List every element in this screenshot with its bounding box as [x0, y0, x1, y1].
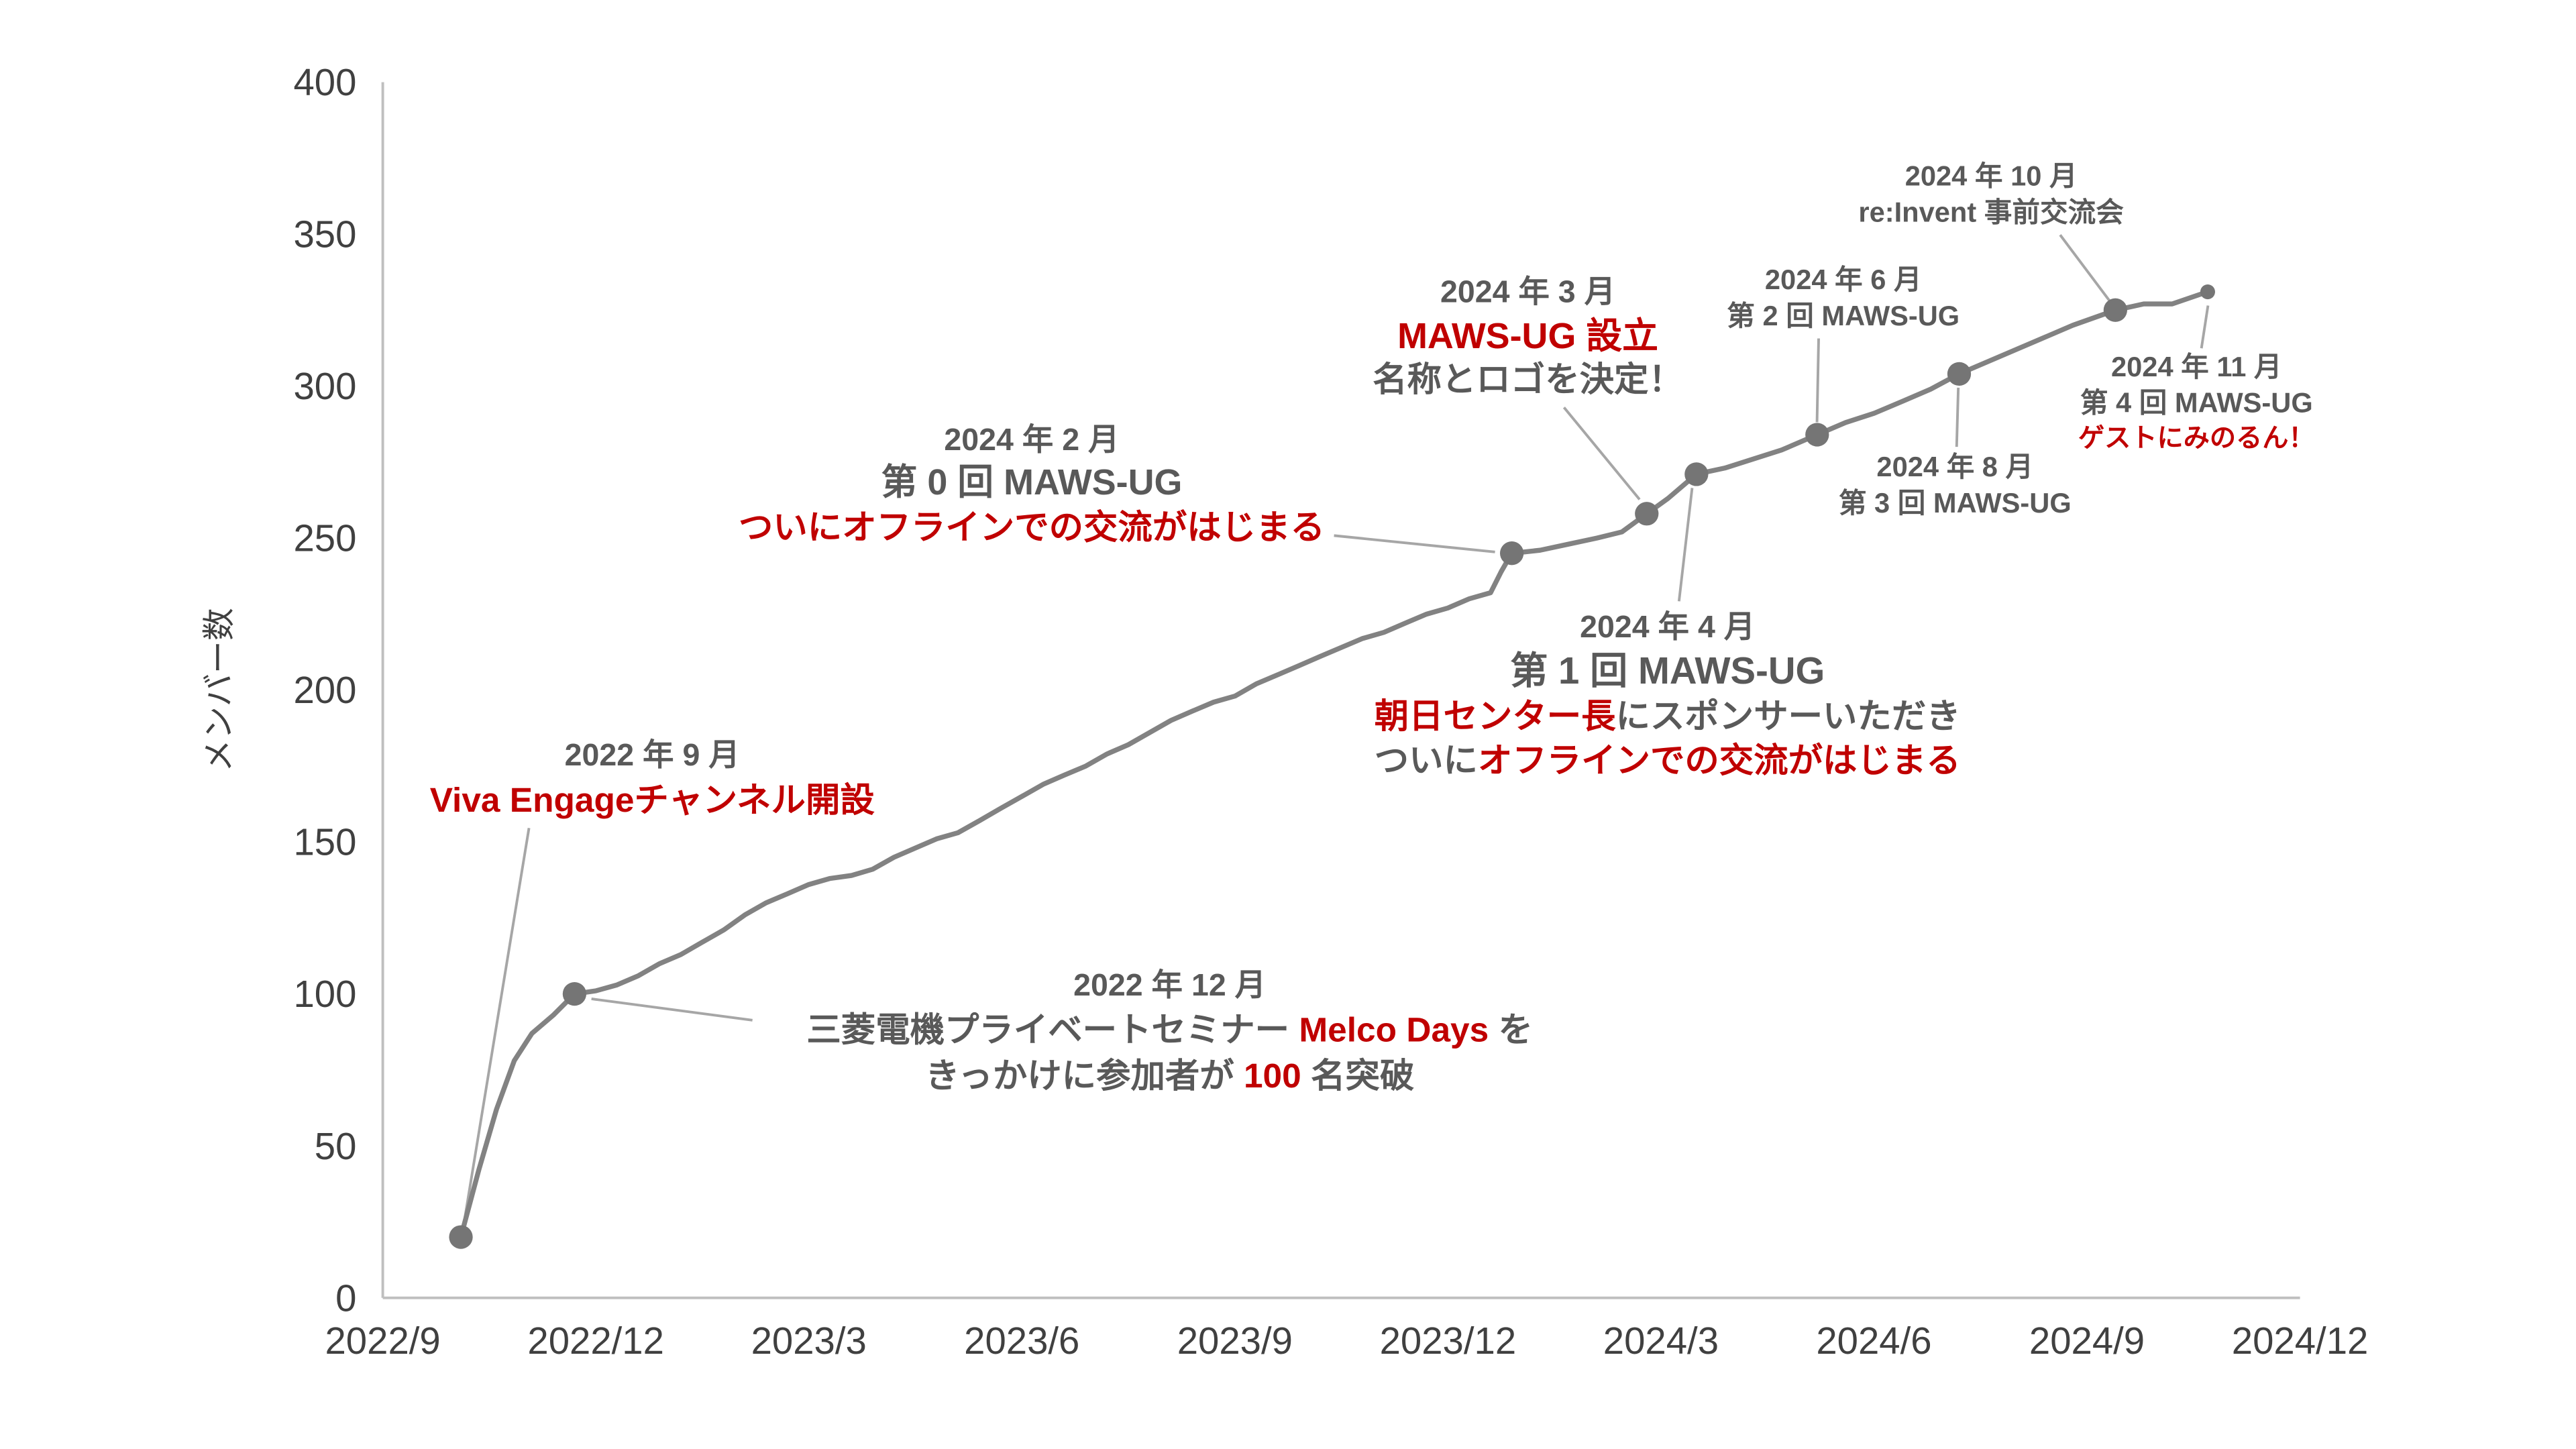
annotation-segment: オフラインでの交流がはじまる: [1478, 741, 1961, 780]
annotation-segment: Viva Engageチャンネル開設: [430, 780, 875, 819]
milestone-marker: [1500, 541, 1524, 566]
member-count-line: [458, 289, 2210, 1240]
annotation-segment: Melco Days: [1299, 1010, 1489, 1049]
annotation-segment: 2024 年 8 月: [1876, 451, 2033, 482]
x-tick-label: 2023/3: [751, 1320, 867, 1362]
milestone-marker: [2200, 284, 2215, 300]
y-tick-label: 100: [293, 973, 356, 1015]
annotation-leader-line: [2059, 234, 2111, 302]
y-tick-label: 350: [293, 213, 356, 256]
annotation-segment: 2024 年 3 月: [1440, 274, 1615, 309]
annotation-text-2024-11-maws-ug-4: 2024 年 11 月: [2111, 351, 2282, 382]
annotation-segment: 第 4 回 MAWS-UG: [2080, 387, 2313, 419]
annotation-leader-line: [1334, 534, 1495, 553]
annotation-leader-line: [591, 998, 753, 1022]
annotation-segment: 第 1 回 MAWS-UG: [1510, 649, 1825, 692]
annotation-segment: 三菱電機プライベートセミナー: [806, 1010, 1299, 1049]
y-tick-label: 300: [293, 365, 356, 407]
annotation-segment: ゲストにみのるん！: [2078, 424, 2315, 453]
x-tick-label: 2024/6: [1816, 1320, 1931, 1362]
x-tick-label: 2023/12: [1380, 1320, 1517, 1362]
annotation-leader-line: [1955, 387, 1960, 447]
y-tick-label: 150: [293, 821, 356, 863]
annotation-segment: 2024 年 10 月: [1905, 160, 2078, 192]
annotation-text-2024-02-maws-ug-0: 2024 年 2 月: [944, 422, 1119, 457]
x-tick-label: 2024/9: [2029, 1320, 2145, 1362]
annotation-leader-line: [1677, 488, 1694, 602]
x-tick-label: 2023/9: [1177, 1320, 1293, 1362]
y-tick-label: 0: [335, 1277, 356, 1319]
x-tick-label: 2023/6: [964, 1320, 1079, 1362]
annotation-segment: 名称とロゴを決定！: [1373, 360, 1683, 398]
annotation-segment: を: [1489, 1010, 1533, 1049]
annotation-text-2024-02-maws-ug-0: ついにオフラインでの交流がはじまる: [739, 507, 1325, 546]
annotation-text-2024-03-founding: MAWS-UG 設立: [1397, 316, 1658, 356]
annotation-text-2024-06-maws-ug-2: 第 2 回 MAWS-UG: [1727, 300, 1960, 331]
annotation-text-2024-08-maws-ug-3: 第 3 回 MAWS-UG: [1839, 487, 2072, 519]
annotation-text-2024-04-maws-ug-1: 朝日センター長にスポンサーいただき: [1375, 696, 1961, 735]
annotation-text-2024-08-maws-ug-3: 2024 年 8 月: [1876, 451, 2033, 482]
milestone-marker: [2103, 298, 2127, 322]
milestone-marker: [1947, 362, 1972, 386]
annotation-segment: ついに: [1375, 741, 1478, 780]
annotation-text-2022-09-viva-engage: Viva Engageチャンネル開設: [430, 780, 875, 819]
annotation-segment: にスポンサーいただき: [1616, 696, 1961, 735]
x-tick-label: 2024/12: [2232, 1320, 2369, 1362]
annotation-text-2024-04-maws-ug-1: 第 1 回 MAWS-UG: [1510, 649, 1825, 692]
annotation-leader-line: [1562, 407, 1641, 500]
y-tick-label: 250: [293, 517, 356, 559]
annotation-segment: 2024 年 4 月: [1580, 609, 1755, 644]
annotation-text-2024-04-maws-ug-1: ついにオフラインでの交流がはじまる: [1375, 741, 1961, 780]
annotation-segment: 朝日センター長: [1375, 696, 1616, 735]
annotation-text-2024-02-maws-ug-0: 第 0 回 MAWS-UG: [881, 462, 1183, 502]
annotation-text-2022-12-melco-days: 2022 年 12 月: [1073, 967, 1266, 1002]
annotation-segment: ついにオフラインでの交流がはじまる: [739, 507, 1325, 546]
annotation-text-2024-11-maws-ug-4: ゲストにみのるん！: [2078, 424, 2315, 453]
annotation-leader-line: [464, 827, 531, 1218]
x-tick-label: 2024/3: [1603, 1320, 1719, 1362]
milestone-marker: [562, 982, 587, 1006]
milestone-marker: [1805, 423, 1829, 447]
annotation-segment: 第 2 回 MAWS-UG: [1727, 300, 1960, 331]
annotation-segment: 2024 年 2 月: [944, 422, 1119, 457]
milestone-marker: [1684, 462, 1709, 486]
annotation-segment: MAWS-UG 設立: [1397, 316, 1658, 356]
annotation-text-2024-03-founding: 名称とロゴを決定！: [1373, 360, 1683, 398]
annotation-segment: 2022 年 9 月: [565, 737, 740, 772]
annotation-text-2024-06-maws-ug-2: 2024 年 6 月: [1765, 264, 1922, 295]
annotation-text-2024-04-maws-ug-1: 2024 年 4 月: [1580, 609, 1755, 644]
x-tick-label: 2022/9: [325, 1320, 440, 1362]
annotation-text-2022-12-melco-days: 三菱電機プライベートセミナー Melco Days を: [806, 1010, 1533, 1049]
y-tick-label: 50: [315, 1125, 357, 1167]
annotation-segment: 名突破: [1301, 1056, 1415, 1095]
annotation-text-2024-03-founding: 2024 年 3 月: [1440, 274, 1615, 309]
annotation-leader-line: [1815, 338, 1820, 423]
y-axis-title: メンバー数: [201, 608, 237, 772]
annotation-segment: 2022 年 12 月: [1073, 967, 1266, 1002]
annotation-text-2022-12-melco-days: きっかけに参加者が 100 名突破: [925, 1056, 1414, 1095]
annotation-segment: 第 0 回 MAWS-UG: [881, 462, 1183, 502]
annotation-leader-line: [2200, 305, 2210, 349]
x-tick-label: 2022/12: [527, 1320, 664, 1362]
y-tick-label: 200: [293, 669, 356, 711]
annotation-segment: きっかけに参加者が: [925, 1056, 1244, 1095]
annotation-segment: 2024 年 11 月: [2111, 351, 2282, 382]
milestone-marker: [449, 1225, 473, 1249]
annotation-segment: 第 3 回 MAWS-UG: [1839, 487, 2072, 519]
milestone-marker: [1635, 502, 1659, 526]
annotation-text-2024-10-reinvent: 2024 年 10 月: [1905, 160, 2078, 192]
annotation-segment: 2024 年 6 月: [1765, 264, 1922, 295]
annotation-text-2024-11-maws-ug-4: 第 4 回 MAWS-UG: [2080, 387, 2313, 419]
annotation-text-2022-09-viva-engage: 2022 年 9 月: [565, 737, 740, 772]
y-tick-label: 400: [293, 61, 356, 103]
annotation-text-2024-10-reinvent: re:Invent 事前交流会: [1858, 197, 2124, 228]
annotation-segment: re:Invent 事前交流会: [1858, 197, 2124, 228]
annotation-segment: 100: [1244, 1056, 1301, 1095]
